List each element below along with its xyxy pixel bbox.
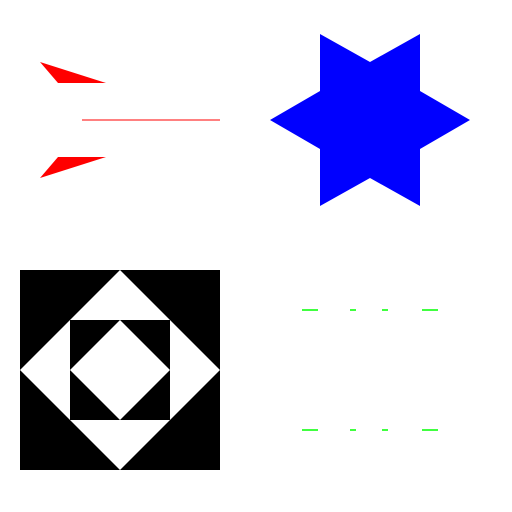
nested-diamond-square xyxy=(20,270,220,470)
